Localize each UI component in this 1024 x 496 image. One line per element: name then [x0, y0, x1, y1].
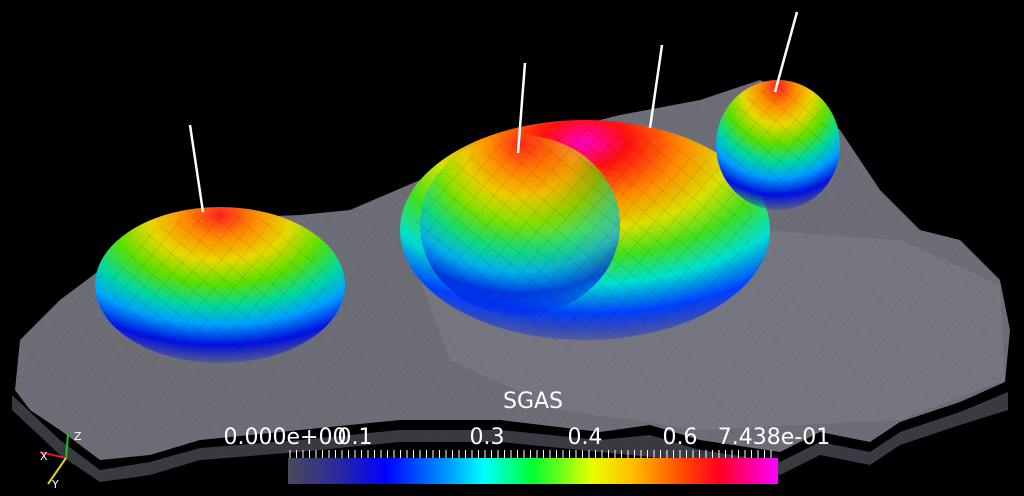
legend-label: 0.4 — [568, 425, 603, 450]
legend-title: SGAS — [503, 389, 563, 414]
axis-label: Z — [74, 430, 82, 443]
color-bar — [288, 458, 778, 484]
legend-label: 0.6 — [663, 425, 698, 450]
legend-label: 0.1 — [338, 425, 373, 450]
legend-label: 0.000e+00 — [224, 425, 347, 450]
axis-label: Y — [51, 478, 59, 491]
legend-label: 0.3 — [470, 425, 505, 450]
render-view: SGAS 0.000e+00 0.1 0.3 0.4 0.6 7.438e-01… — [0, 0, 1024, 496]
legend-label: 7.438e-01 — [718, 425, 830, 450]
axis-label: X — [40, 450, 48, 463]
